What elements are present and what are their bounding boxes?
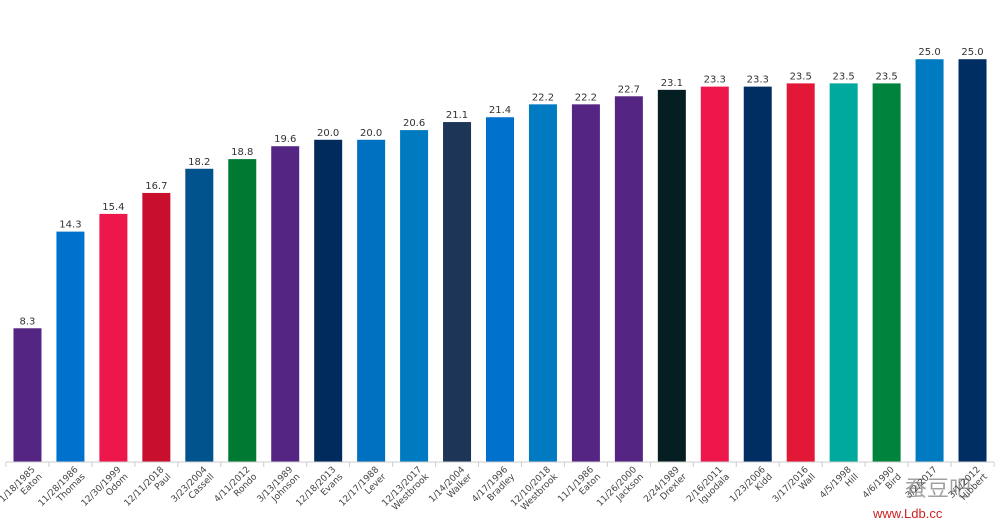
bar — [614, 96, 643, 463]
data-label: 25.0 — [918, 47, 940, 58]
bar — [443, 122, 472, 463]
data-label: 22.2 — [532, 92, 554, 103]
bar — [829, 83, 858, 462]
x-tick-labels-group: 1/18/1985Eaton11/28/1986Thomas12/30/1999… — [0, 465, 990, 513]
data-label: 18.2 — [188, 157, 210, 168]
bar — [528, 104, 557, 462]
bar — [958, 59, 987, 462]
bar — [185, 168, 214, 462]
data-label: 20.0 — [360, 128, 382, 139]
watermark-cn-text: 蚕豆吧 — [905, 477, 971, 502]
bar — [400, 130, 429, 462]
bar — [56, 231, 85, 462]
bar — [700, 86, 729, 462]
bar — [786, 83, 815, 462]
x-tick-marks — [5, 462, 995, 467]
data-label: 21.1 — [446, 110, 468, 121]
bar — [486, 117, 514, 462]
watermark-url-text: www.Ldb.cc — [872, 506, 943, 521]
bar — [571, 104, 600, 462]
bar — [657, 89, 686, 462]
bar — [142, 192, 171, 462]
data-label: 22.7 — [618, 84, 640, 95]
data-label: 18.8 — [231, 147, 253, 158]
data-label: 14.3 — [59, 220, 81, 231]
bars-group — [13, 59, 987, 463]
data-label: 22.2 — [575, 92, 597, 103]
data-label: 23.1 — [661, 78, 683, 89]
data-label: 19.6 — [274, 134, 296, 145]
data-label: 8.3 — [20, 316, 36, 327]
data-label: 20.0 — [317, 128, 339, 139]
data-label: 23.5 — [875, 71, 897, 82]
data-label: 15.4 — [102, 202, 124, 213]
data-label: 23.5 — [833, 71, 855, 82]
bar — [314, 139, 343, 462]
watermark: 蚕豆吧 www.Ldb.cc — [872, 477, 971, 521]
bar — [743, 86, 772, 462]
bar — [13, 328, 42, 462]
data-label: 23.3 — [704, 75, 726, 86]
bar — [872, 83, 901, 462]
data-label: 25.0 — [961, 47, 983, 58]
bar — [228, 159, 257, 462]
data-label: 16.7 — [145, 181, 167, 192]
bar — [915, 59, 944, 462]
data-label: 23.3 — [747, 75, 769, 86]
bar — [271, 146, 300, 462]
data-label: 20.6 — [403, 118, 425, 129]
data-label: 21.4 — [489, 105, 511, 116]
data-label: 23.5 — [790, 71, 812, 82]
bar — [99, 213, 128, 462]
value-labels-group: 8.3 14.3 15.4 16.7 18.2 18.8 19.6 20.0 20.0 20.6 2… — [20, 47, 984, 327]
bar — [357, 139, 386, 462]
